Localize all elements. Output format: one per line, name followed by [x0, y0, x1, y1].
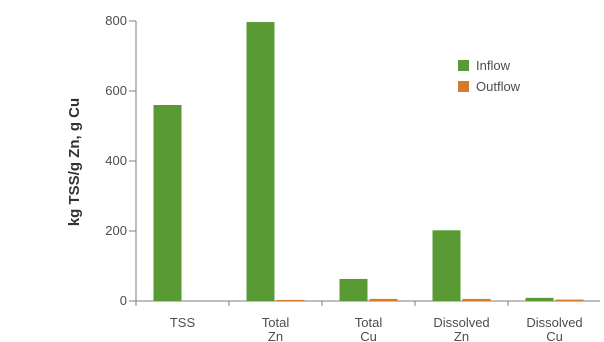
- y-tick-label: 600: [105, 83, 127, 98]
- bar-inflow-4: [525, 297, 554, 301]
- legend-label-inflow: Inflow: [476, 58, 511, 73]
- y-ticks: 0 200 400 600 800: [105, 13, 136, 308]
- legend-swatch-inflow: [458, 60, 469, 71]
- x-labels: TSS Total Zn Total Cu Dissolved Zn Dissolved Cu: [170, 315, 583, 342]
- bar-inflow-0: [153, 105, 182, 301]
- x-category-label: Dissolved Cu: [526, 315, 582, 342]
- x-category-label: TSS: [170, 315, 196, 330]
- bars: [153, 22, 584, 302]
- y-tick-label: 800: [105, 13, 127, 28]
- y-tick-label: 400: [105, 153, 127, 168]
- x-category-label: Total Zn: [262, 315, 290, 342]
- y-tick-label: 0: [120, 293, 127, 308]
- bar-inflow-1: [246, 22, 275, 302]
- bar-outflow-4: [555, 299, 584, 301]
- y-axis-title: kg TSS/g Zn, g Cu: [66, 98, 83, 226]
- x-category-label: Total Cu: [355, 315, 383, 342]
- axes: [135, 21, 600, 306]
- legend-label-outflow: Outflow: [476, 79, 521, 94]
- bar-outflow-2: [369, 298, 398, 301]
- bar-inflow-2: [339, 278, 368, 301]
- bar-inflow-3: [432, 230, 461, 301]
- legend-swatch-outflow: [458, 81, 469, 92]
- bar-outflow-1: [276, 299, 305, 301]
- bar-outflow-3: [462, 298, 491, 301]
- x-category-label: Dissolved Zn: [433, 315, 489, 342]
- y-tick-label: 200: [105, 223, 127, 238]
- legend: Inflow Outflow: [458, 58, 521, 94]
